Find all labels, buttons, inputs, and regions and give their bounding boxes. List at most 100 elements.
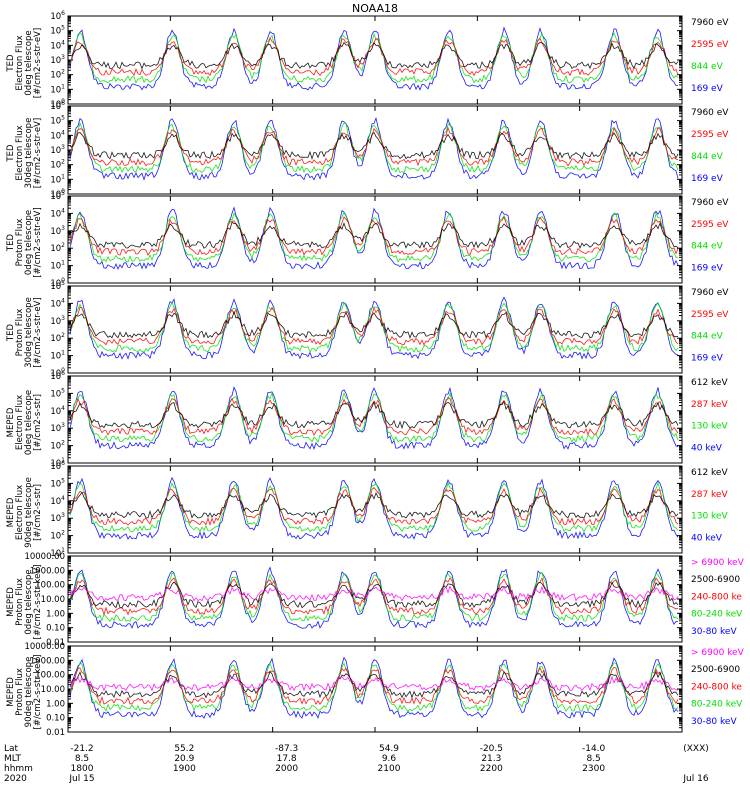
y-axis-label: 90deg telescope <box>24 657 34 728</box>
legend-entry: 287 keV <box>691 400 728 410</box>
y-tick-label: 103 <box>50 512 65 524</box>
x-tick-label: 54.9 <box>379 744 399 754</box>
legend-entry: 169 eV <box>691 174 724 184</box>
x-tick-label: 9.6 <box>382 754 397 764</box>
series-trace <box>69 666 679 705</box>
y-tick-exponent: 4 <box>61 39 65 46</box>
y-tick-exponent: 6 <box>61 100 65 107</box>
y-tick-exponent: 3 <box>61 422 65 429</box>
series-trace <box>69 391 679 443</box>
y-tick-label: 10.00 <box>41 595 65 605</box>
y-tick-label: 100.00 <box>35 671 65 681</box>
y-tick-label: 103 <box>50 315 65 327</box>
y-tick-exponent: 2 <box>61 332 65 339</box>
panel-3: 1 0 0 101 102 103 104 105 TED Proton Flux 0deg tel… <box>6 190 729 289</box>
legend-entry: 2500-6900 <box>691 665 740 675</box>
y-tick-label: 103 <box>50 144 65 156</box>
legend-entry: 844 eV <box>691 152 724 162</box>
y-tick-label: 0.01 <box>46 728 65 738</box>
y-tick-exponent: 4 <box>61 495 65 502</box>
y-axis-label: MEPED <box>6 407 16 437</box>
series-trace <box>69 122 679 174</box>
series-trace <box>69 661 679 713</box>
legend-entry: 30-80 keV <box>691 717 737 727</box>
y-tick-exponent: 3 <box>61 315 65 322</box>
y-tick-label: 101 <box>50 173 65 185</box>
y-tick-exponent: 4 <box>61 129 65 136</box>
series-trace <box>69 566 679 629</box>
y-tick-label: 105 <box>50 190 65 202</box>
legend-entry: 2595 eV <box>691 220 729 230</box>
y-tick-label: 10.00 <box>41 685 65 695</box>
y-tick-exponent: 6 <box>61 10 65 17</box>
y-tick-exponent: 1 <box>61 173 65 180</box>
y-tick-exponent: 1 <box>61 83 65 90</box>
y-tick-exponent: 0 <box>61 98 65 105</box>
y-tick-label: 105 <box>50 387 65 399</box>
legend-entry: 169 eV <box>691 263 724 273</box>
legend-entry: 40 keV <box>691 533 723 543</box>
legend-entry: 612 keV <box>691 468 728 478</box>
y-axis-label: TED <box>6 54 16 73</box>
y-axis-label: [#/cm2-s-str] <box>33 394 43 451</box>
x-tick-label: 55.2 <box>174 744 194 754</box>
y-tick-label: 106 <box>50 460 65 472</box>
series-trace <box>69 476 679 540</box>
y-tick-exponent: 1 <box>61 547 65 554</box>
series-trace <box>69 656 679 720</box>
panel-frame <box>67 285 683 374</box>
legend-entry: 130 keV <box>691 512 728 522</box>
legend-entry: 2595 eV <box>691 310 729 320</box>
y-tick-label: 1000.00 <box>30 656 65 666</box>
y-tick-exponent: 1 <box>61 260 65 267</box>
x-row-label: MLT <box>4 754 22 764</box>
series-trace <box>69 310 679 340</box>
series-trace <box>69 481 679 533</box>
legend-entry: > 6900 keV <box>691 558 745 568</box>
y-tick-exponent: 3 <box>61 512 65 519</box>
y-axis-label: [#/cm2-s-str-eV] <box>33 118 43 188</box>
y-tick-label: 102 <box>50 332 65 344</box>
legend-entry: 844 eV <box>691 242 724 252</box>
y-axis-label: 0deg telescope <box>24 210 34 275</box>
legend-entry: 169 eV <box>691 353 724 363</box>
y-tick-label: 1.00 <box>46 699 65 709</box>
x-tick-label: 20.9 <box>174 754 194 764</box>
y-tick-label: 10000.00 <box>24 552 65 562</box>
y-axis-label: [#/cm2-s-str-eV] <box>33 297 43 367</box>
series-trace <box>69 32 679 84</box>
y-axis-label: [#/cm2-s-str] <box>33 484 43 541</box>
legend-entry: 240-800 ke <box>691 682 742 692</box>
x-tick-label: Jul 15 <box>68 774 94 784</box>
y-tick-label: 101 <box>50 350 65 362</box>
legend-entry: > 6900 keV <box>691 648 745 658</box>
panel-8: 0.01 0.10 1.00 10.00 100.00 1000.00 10000.00 ME… <box>6 642 745 738</box>
y-tick-label: 105 <box>50 115 65 127</box>
x-row-label: 2020 <box>4 774 27 784</box>
series-trace <box>70 491 679 519</box>
y-tick-label: 100.00 <box>35 581 65 591</box>
legend-entry: 40 keV <box>691 443 723 453</box>
y-axis-label: TED <box>6 144 16 163</box>
y-tick-label: 102 <box>50 242 65 254</box>
series-trace <box>69 386 679 450</box>
legend-entry: 287 keV <box>691 490 728 500</box>
series-trace <box>69 41 679 70</box>
y-axis-label: [#/cm2-s-str-keV] <box>33 565 43 640</box>
x-tick-label: 8.5 <box>586 754 600 764</box>
series-trace <box>69 306 679 346</box>
x-tick-label: 21.3 <box>481 754 501 764</box>
y-tick-label: 1.00 <box>46 609 65 619</box>
y-axis-label: Electron Flux <box>15 485 25 540</box>
y-tick-label: 102 <box>50 530 65 542</box>
x-tick-label: -14.0 <box>582 744 606 754</box>
y-tick-exponent: 2 <box>61 440 65 447</box>
y-tick-label: 105 <box>50 280 65 292</box>
series-trace <box>69 585 679 602</box>
y-tick-label: 104 <box>50 39 65 51</box>
legend-entry: 30-80 keV <box>691 627 737 637</box>
legend-entry: 844 eV <box>691 62 724 72</box>
y-tick-exponent: 0 <box>61 367 65 374</box>
